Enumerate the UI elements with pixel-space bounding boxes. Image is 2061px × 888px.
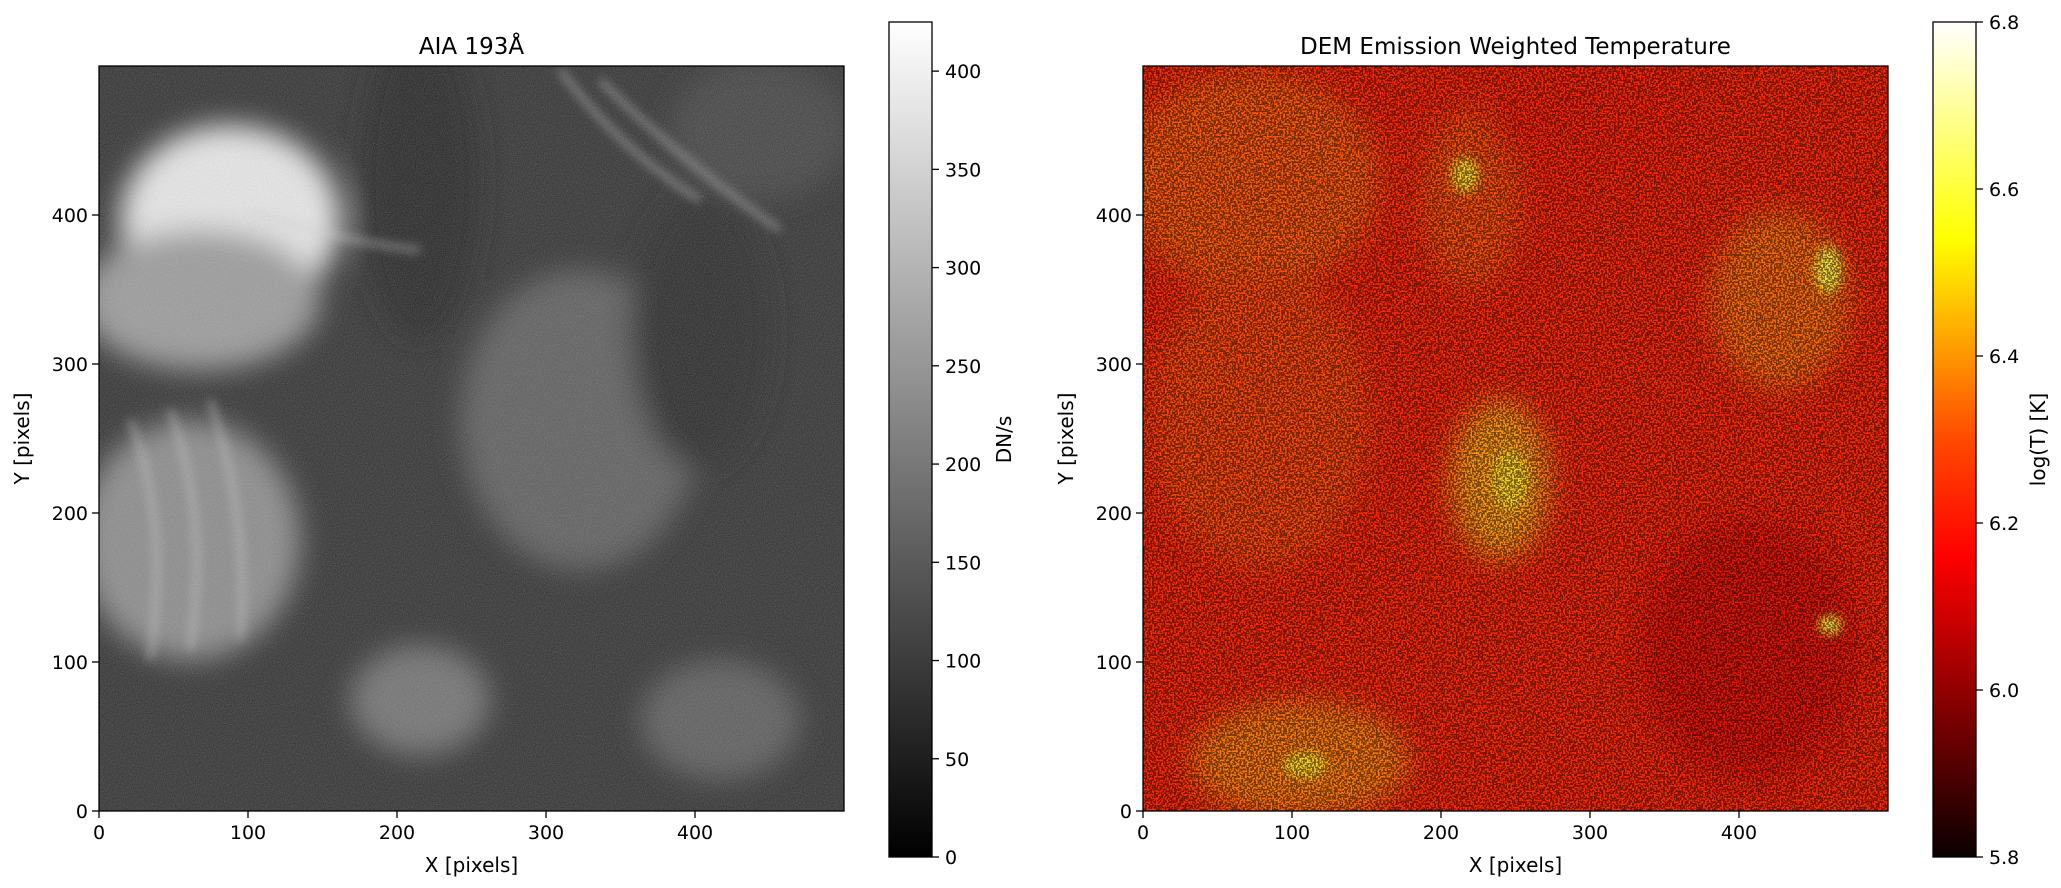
colorbar-tick-label: 300 (945, 258, 981, 280)
colorbar-tick-label: 50 (945, 749, 969, 771)
colorbar-tick-label: 250 (945, 356, 981, 378)
colorbar-tick-label: 150 (945, 552, 981, 574)
left-colorbar (888, 21, 933, 858)
y-tick-label: 400 (1096, 205, 1132, 227)
colorbar-tick-label: 350 (945, 159, 981, 181)
x-tick-label: 400 (677, 822, 713, 844)
colorbar-tick-label: 6.2 (1989, 513, 2019, 535)
y-tick-label: 400 (52, 205, 88, 227)
right-colorbar-ticks: 5.8 6.0 6.2 6.4 6.6 6.8 (1976, 12, 2019, 869)
left-y-ticks: 0 100 200 300 400 (52, 205, 99, 823)
x-tick-label: 200 (1423, 822, 1459, 844)
y-tick-label: 0 (76, 801, 88, 823)
x-tick-label: 300 (1572, 822, 1608, 844)
y-tick-label: 300 (52, 354, 88, 376)
y-tick-label: 100 (52, 652, 88, 674)
left-colorbar-label: DN/s (992, 416, 1016, 464)
x-tick-label: 300 (528, 822, 564, 844)
colorbar-tick-label: 100 (945, 651, 981, 673)
colorbar-tick-label: 6.8 (1989, 12, 2019, 34)
left-ylabel: Y [pixels] (10, 393, 34, 486)
colorbar-tick-label: 0 (945, 847, 957, 869)
y-tick-label: 100 (1096, 652, 1132, 674)
colorbar-tick-label: 400 (945, 61, 981, 83)
colorbar-tick-label: 200 (945, 454, 981, 476)
right-y-ticks: 0 100 200 300 400 (1096, 205, 1143, 823)
x-tick-label: 0 (93, 822, 105, 844)
x-tick-label: 100 (230, 822, 266, 844)
right-x-ticks: 0 100 200 300 400 (1137, 811, 1757, 844)
right-xlabel: X [pixels] (1469, 853, 1562, 877)
left-axes-frame (98, 65, 845, 812)
y-tick-label: 0 (1120, 801, 1132, 823)
y-tick-label: 200 (1096, 503, 1132, 525)
left-image (99, 66, 844, 811)
left-title: AIA 193Å (419, 32, 524, 60)
x-tick-label: 0 (1137, 822, 1149, 844)
colorbar-tick-label: 6.4 (1989, 346, 2019, 368)
x-tick-label: 400 (1721, 822, 1757, 844)
right-colorbar-label: log(T) [K] (2026, 393, 2050, 486)
left-x-ticks: 0 100 200 300 400 (93, 811, 713, 844)
right-ylabel: Y [pixels] (1054, 393, 1078, 486)
colorbar-tick-label: 5.8 (1989, 847, 2019, 869)
y-tick-label: 200 (52, 503, 88, 525)
x-tick-label: 100 (1274, 822, 1310, 844)
y-tick-label: 300 (1096, 354, 1132, 376)
right-axes-frame (1142, 65, 1889, 812)
colorbar-tick-label: 6.0 (1989, 680, 2019, 702)
right-title: DEM Emission Weighted Temperature (1300, 34, 1731, 60)
left-xlabel: X [pixels] (425, 853, 518, 877)
right-image (1143, 66, 1888, 811)
left-colorbar-ticks: 0 50 100 150 200 250 300 350 400 (932, 61, 981, 869)
x-tick-label: 200 (379, 822, 415, 844)
right-colorbar (1932, 21, 1977, 858)
colorbar-tick-label: 6.6 (1989, 179, 2019, 201)
